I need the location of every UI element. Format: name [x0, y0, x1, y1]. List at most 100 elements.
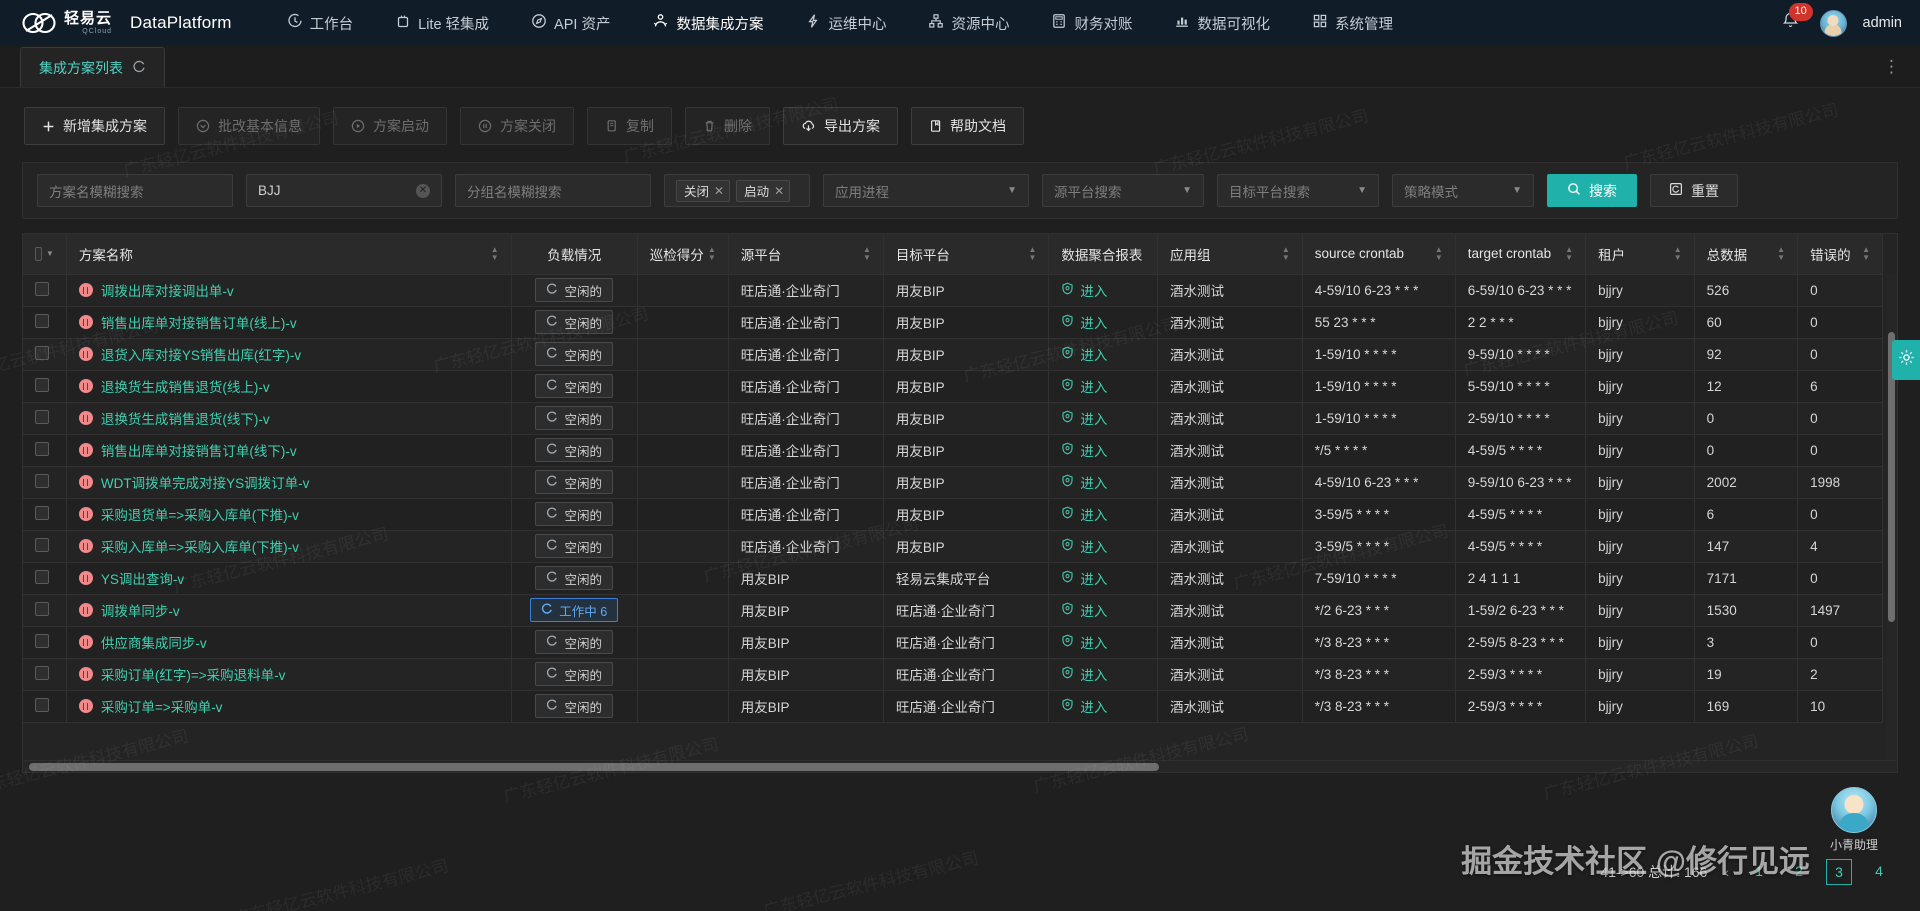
table-row[interactable]: 退货入库对接YS销售出库(红字)-v 空闲的 旺店通·企业奇门 用友BIP 进入 酒水测试…	[23, 338, 1883, 371]
enter-report-link[interactable]: 进入	[1061, 600, 1107, 620]
select-all-header[interactable]: ▼	[23, 234, 67, 275]
scheme-name-link[interactable]: WDT调拨单完成对接YS调拨订单-v	[100, 476, 310, 491]
start-scheme-button[interactable]: 方案启动	[333, 107, 447, 145]
scheme-name-link[interactable]: 销售出库单对接销售订单(线下)-v	[100, 444, 297, 459]
col-header-source-platform[interactable]: 源平台 ▲ ▼	[728, 234, 884, 275]
col-header-source-crontab[interactable]: source crontab ▲ ▼	[1302, 234, 1456, 275]
table-row[interactable]: 销售出库单对接销售订单(线下)-v 空闲的 旺店通·企业奇门 用友BIP 进入 酒水测试 *…	[23, 434, 1883, 467]
status-tag-closed[interactable]: 关闭 ✕	[676, 179, 731, 202]
enter-report-link[interactable]: 进入	[1061, 408, 1107, 428]
scheme-name-link[interactable]: 采购订单=>采购单-v	[100, 700, 223, 715]
enter-report-link[interactable]: 进入	[1061, 312, 1107, 332]
table-row[interactable]: 调拨出库对接调出单-v 空闲的 旺店通·企业奇门 用友BIP 进入 酒水测试 4-59/10…	[23, 274, 1883, 307]
row-select-cell[interactable]	[23, 658, 67, 691]
load-status-badge[interactable]: 空闲的	[535, 310, 613, 334]
row-checkbox[interactable]	[35, 441, 49, 456]
clear-icon[interactable]: ✕	[416, 183, 430, 198]
nav-item-workbench[interactable]: 工作台	[266, 0, 375, 46]
page-button-3[interactable]: 3	[1826, 859, 1852, 885]
enter-report-link[interactable]: 进入	[1061, 472, 1107, 492]
sort-icon[interactable]: ▲ ▼	[707, 244, 716, 262]
table-row[interactable]: 退换货生成销售退货(线上)-v 空闲的 旺店通·企业奇门 用友BIP 进入 酒水测试 1-5…	[23, 370, 1883, 403]
row-checkbox[interactable]	[35, 537, 49, 552]
export-scheme-button[interactable]: 导出方案	[783, 107, 898, 145]
more-vertical-icon[interactable]: ⋮	[1883, 57, 1902, 76]
page-button-1[interactable]: 1	[1755, 863, 1763, 879]
col-header-target-platform[interactable]: 目标平台 ▲ ▼	[883, 234, 1050, 275]
delete-button[interactable]: 删除	[685, 107, 770, 145]
assistant-widget[interactable]: 小青助理	[1830, 787, 1878, 853]
load-status-badge[interactable]: 空闲的	[535, 406, 613, 430]
load-status-badge[interactable]: 空闲的	[535, 470, 613, 494]
load-status-badge[interactable]: 空闲的	[535, 630, 613, 654]
nav-item-data-integration[interactable]: 数据集成方案	[631, 0, 784, 46]
refresh-icon[interactable]	[133, 60, 146, 76]
row-select-cell[interactable]	[23, 370, 67, 403]
row-checkbox[interactable]	[35, 569, 49, 584]
table-row[interactable]: WDT调拨单完成对接YS调拨订单-v 空闲的 旺店通·企业奇门 用友BIP 进入 酒水测试…	[23, 466, 1883, 499]
scheme-name-link[interactable]: 退货入库对接YS销售出库(红字)-v	[100, 348, 302, 363]
scheme-name-link[interactable]: 调拨单同步-v	[100, 604, 180, 619]
row-checkbox[interactable]	[35, 601, 49, 616]
row-select-cell[interactable]	[23, 402, 67, 435]
table-row[interactable]: 供应商集成同步-v 空闲的 用友BIP 旺店通·企业奇门 进入 酒水测试 */3 8-23 …	[23, 626, 1883, 659]
table-row[interactable]: 采购入库单=>采购入库单(下推)-v 空闲的 旺店通·企业奇门 用友BIP 进入 酒水测试…	[23, 530, 1883, 563]
help-document-button[interactable]: 帮助文档	[911, 107, 1024, 145]
enter-report-link[interactable]: 进入	[1061, 664, 1107, 684]
row-checkbox[interactable]	[35, 665, 49, 680]
batch-edit-basic-info-button[interactable]: 批改基本信息	[178, 107, 320, 145]
row-select-cell[interactable]	[23, 530, 67, 563]
scheme-name-link[interactable]: 销售出库单对接销售订单(线上)-v	[100, 316, 297, 331]
row-select-cell[interactable]	[23, 498, 67, 531]
status-tag-started[interactable]: 启动 ✕	[736, 179, 791, 202]
table-row[interactable]: 采购退货单=>采购入库单(下推)-v 空闲的 旺店通·企业奇门 用友BIP 进入 酒水测试…	[23, 498, 1883, 531]
load-status-badge[interactable]: 空闲的	[535, 278, 613, 302]
brand-logo[interactable]: 轻易云 QCloud DataPlatform	[22, 8, 232, 38]
table-row[interactable]: YS调出查询-v 空闲的 用友BIP 轻易云集成平台 进入 酒水测试 7-59/10 * *…	[23, 562, 1883, 595]
search-button[interactable]: 搜索	[1547, 174, 1637, 207]
sort-icon[interactable]: ▲ ▼	[1862, 244, 1870, 262]
nav-item-lite[interactable]: Lite 轻集成	[374, 0, 510, 46]
load-status-badge[interactable]: 空闲的	[535, 374, 613, 398]
sort-icon[interactable]: ▲ ▼	[490, 244, 499, 262]
col-header-tenant[interactable]: 租户 ▲ ▼	[1585, 234, 1695, 275]
column-settings-button[interactable]	[1892, 340, 1920, 380]
col-header-target-crontab[interactable]: target crontab ▲ ▼	[1455, 234, 1587, 275]
enter-report-link[interactable]: 进入	[1061, 696, 1107, 716]
nav-item-visualization[interactable]: 数据可视化	[1153, 0, 1291, 46]
tag-remove-icon[interactable]: ✕	[714, 183, 725, 198]
load-status-badge[interactable]: 空闲的	[535, 694, 613, 718]
strategy-mode-select[interactable]: 策略模式 ▼	[1392, 174, 1534, 207]
enter-report-link[interactable]: 进入	[1061, 568, 1107, 588]
nav-item-ops-center[interactable]: 运维中心	[784, 0, 907, 46]
row-select-cell[interactable]	[23, 594, 67, 627]
table-row[interactable]: 退换货生成销售退货(线下)-v 空闲的 旺店通·企业奇门 用友BIP 进入 酒水测试 1-5…	[23, 402, 1883, 435]
row-checkbox[interactable]	[35, 697, 49, 712]
scheme-name-link[interactable]: 退换货生成销售退货(线下)-v	[100, 412, 270, 427]
enter-report-link[interactable]: 进入	[1061, 280, 1107, 300]
row-checkbox[interactable]	[35, 505, 49, 520]
copy-button[interactable]: 复制	[587, 107, 672, 145]
row-select-cell[interactable]	[23, 626, 67, 659]
chevron-down-icon[interactable]: ▼	[46, 249, 54, 259]
col-header-total[interactable]: 总数据 ▲ ▼	[1694, 234, 1799, 275]
row-select-cell[interactable]	[23, 690, 67, 723]
page-button-2[interactable]: 2	[1795, 863, 1803, 879]
load-status-badge[interactable]: 空闲的	[535, 662, 613, 686]
enter-report-link[interactable]: 进入	[1061, 344, 1107, 364]
row-checkbox[interactable]	[35, 313, 49, 328]
add-scheme-button[interactable]: 新增集成方案	[24, 107, 165, 145]
scheme-name-link[interactable]: 退换货生成销售退货(线上)-v	[100, 380, 270, 395]
row-select-cell[interactable]	[23, 338, 67, 371]
enter-report-link[interactable]: 进入	[1061, 440, 1107, 460]
load-status-badge[interactable]: 空闲的	[535, 438, 613, 462]
table-row[interactable]: 调拨单同步-v 工作中 6 用友BIP 旺店通·企业奇门 进入 酒水测试 */2 6-23 …	[23, 594, 1883, 627]
sort-icon[interactable]: ▲ ▼	[1281, 244, 1290, 262]
row-checkbox[interactable]	[35, 473, 49, 488]
row-checkbox[interactable]	[35, 377, 49, 392]
col-header-score[interactable]: 巡检得分 ▲ ▼	[637, 234, 729, 275]
tag-remove-icon[interactable]: ✕	[774, 183, 785, 198]
nav-item-finance[interactable]: 财务对账	[1030, 0, 1153, 46]
table-horizontal-scrollbar[interactable]	[23, 760, 1897, 772]
load-status-badge[interactable]: 空闲的	[535, 566, 613, 590]
